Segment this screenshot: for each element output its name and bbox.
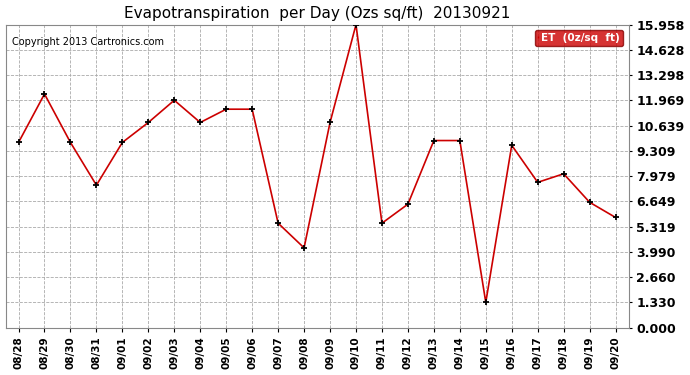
Legend: ET  (0z/sq  ft): ET (0z/sq ft) [535, 30, 623, 46]
Title: Evapotranspiration  per Day (Ozs sq/ft)  20130921: Evapotranspiration per Day (Ozs sq/ft) 2… [124, 6, 510, 21]
Text: Copyright 2013 Cartronics.com: Copyright 2013 Cartronics.com [12, 37, 164, 46]
